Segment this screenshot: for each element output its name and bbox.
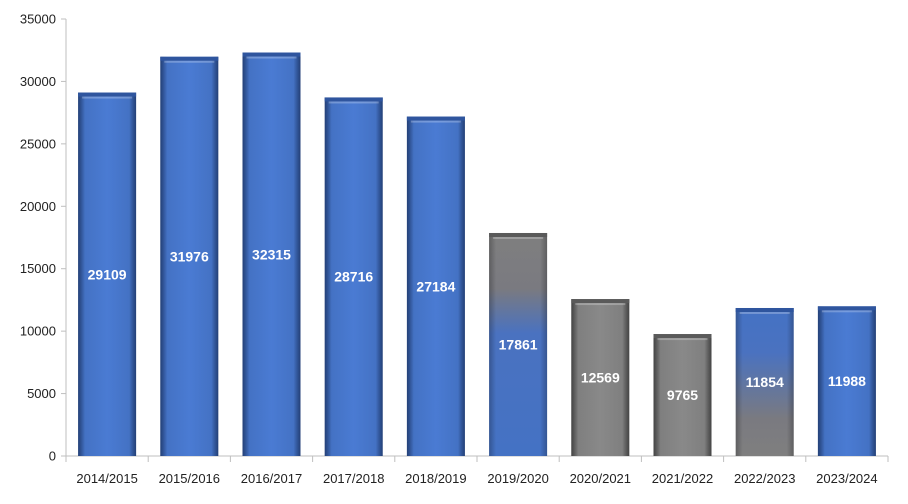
x-tick-label: 2018/2019 [405,471,466,486]
y-tick-label: 25000 [20,136,56,151]
x-tick-label: 2022/2023 [734,471,795,486]
y-tick-label: 15000 [20,261,56,276]
bar-cap [735,307,794,312]
bar-cap [571,299,630,304]
bar-cap [489,232,548,237]
x-tick-label: 2016/2017 [241,471,302,486]
bar-2020/2021 [571,299,630,456]
y-tick-label: 35000 [20,12,56,27]
bar-highlight [493,236,544,239]
y-tick-label: 20000 [20,199,56,214]
bar-cap [324,97,383,102]
data-label: 28716 [334,269,373,285]
x-axis: 2014/2015 2015/2016 2016/2017 2017/2018 2018… [65,455,889,486]
bar-shade [489,232,548,456]
bar-cap [406,116,465,121]
bar-2014/2015 [78,92,137,456]
data-label: 12569 [581,370,620,386]
data-label: 32315 [252,246,291,262]
bar-shade [324,97,383,456]
bar-highlight [739,311,790,314]
bar-shade [78,92,137,456]
bar-highlight [328,101,379,104]
data-label: 17861 [499,336,538,352]
x-tick-label: 2014/2015 [76,471,137,486]
bar-highlight [410,120,461,123]
bar-cap [242,52,301,57]
bar-highlight [164,60,215,63]
bar-cap [653,334,712,339]
bar-cap [817,306,876,311]
bar-shade [653,334,712,456]
bar-shade [160,56,219,456]
value-labels: 29109 31976 32315 28716 27184 17861 12569 9765 1… [88,246,867,403]
data-label: 9765 [667,387,698,403]
bar-highlight [821,310,872,313]
bar-cap [160,56,219,61]
y-axis: 0 5000 10000 15000 20000 25000 30000 35000 [20,12,67,464]
bar-2017/2018 [324,97,383,456]
x-tick-label: 2015/2016 [159,471,220,486]
x-tick-label: 2020/2021 [570,471,631,486]
data-label: 11988 [828,373,866,389]
bar-shade [817,306,876,456]
bar-2021/2022 [653,334,712,456]
y-tick-label: 30000 [20,74,56,89]
bar-shade [735,307,794,456]
bar-highlight [657,338,708,341]
bar-2018/2019 [406,116,465,456]
data-label: 11854 [746,374,784,390]
x-tick-label: 2021/2022 [652,471,713,486]
bar-cap [78,92,137,97]
bar-highlight [246,56,297,59]
bar-shade [571,299,630,456]
bar-2019/2020 [489,232,548,456]
data-label: 27184 [416,278,455,294]
data-label: 29109 [88,266,127,282]
bar-highlight [575,303,626,306]
bar-2022/2023 [735,307,794,456]
y-tick-label: 5000 [27,386,56,401]
bar-shade [242,52,301,457]
y-tick-label: 10000 [20,324,56,339]
data-label: 31976 [170,248,209,264]
bar-2016/2017 [242,52,301,457]
bar-shade [406,116,465,456]
x-tick-label: 2017/2018 [323,471,384,486]
bars [78,52,876,457]
x-tick-label: 2023/2024 [816,471,877,486]
bar-highlight [82,96,133,99]
bar-2023/2024 [817,306,876,456]
y-tick-label: 0 [49,449,56,464]
x-tick-label: 2019/2020 [487,471,548,486]
bar-2015/2016 [160,56,219,456]
